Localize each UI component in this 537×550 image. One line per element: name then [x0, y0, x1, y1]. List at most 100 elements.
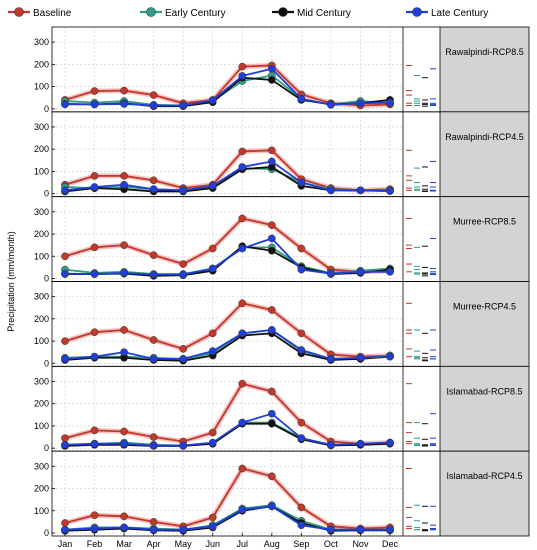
data-point [267, 64, 276, 73]
data-point [356, 267, 365, 276]
series-late-century [61, 326, 436, 363]
y-tick-label: 200 [34, 144, 49, 154]
data-point [90, 172, 99, 180]
data-point [238, 379, 247, 388]
x-tick-label: Apr [147, 539, 161, 549]
panel-5: 0 100 200 300 Islamabad-RCP8.5 [34, 365, 530, 453]
data-point [267, 387, 276, 396]
panel-label: Islamabad-RCP4.5 [446, 471, 522, 481]
grid [52, 111, 403, 197]
data-point [61, 337, 69, 345]
series-baseline [61, 214, 412, 276]
data-point [267, 221, 276, 229]
series-late-century [61, 234, 436, 279]
series-line [64, 505, 390, 532]
data-point [149, 441, 158, 450]
data-point [61, 100, 69, 109]
data-point [90, 352, 99, 361]
data-point [90, 270, 99, 278]
data-point [297, 329, 306, 338]
data-point [238, 147, 247, 156]
data-point [179, 186, 188, 195]
series-line [64, 329, 391, 360]
data-point [327, 269, 335, 278]
data-point [386, 267, 394, 276]
panel-1: 0 100 200 300 Rawalpindi-RCP8.5 [34, 26, 530, 114]
legend-label: Baseline [33, 8, 72, 19]
y-axis-label: Precipitation (mm/month) [6, 231, 16, 332]
series-line [64, 149, 391, 192]
data-point [90, 243, 99, 252]
data-point [208, 347, 217, 355]
grid [52, 281, 403, 367]
data-point [356, 186, 365, 195]
legend-item-baseline: Baseline [8, 7, 72, 19]
y-tick-label: 0 [44, 274, 49, 284]
data-point [90, 426, 99, 435]
data-point [61, 186, 69, 195]
data-point [208, 329, 217, 338]
series-line [64, 505, 390, 531]
data-point [149, 433, 158, 441]
y-tick-label: 200 [34, 399, 49, 409]
data-point [297, 265, 306, 274]
panel-frame [51, 450, 530, 537]
panel-label-background [440, 281, 529, 367]
data-point [179, 270, 188, 279]
series-baseline [61, 464, 412, 533]
data-point [149, 355, 158, 363]
data-point [61, 269, 69, 278]
data-point [327, 525, 335, 534]
data-point [120, 269, 128, 277]
legend-label: Late Century [431, 8, 488, 19]
data-point [327, 440, 335, 449]
y-tick-label: 0 [44, 358, 49, 368]
data-point [61, 440, 69, 449]
data-point [297, 244, 306, 253]
data-point [327, 355, 335, 363]
series-halo [64, 147, 391, 193]
data-point [90, 87, 99, 95]
data-point [149, 525, 158, 534]
data-point [208, 513, 217, 522]
series-baseline [61, 379, 412, 448]
data-point [61, 525, 69, 534]
x-tick-label: Aug [264, 539, 280, 549]
y-tick-label: 0 [44, 443, 49, 453]
y-tick-label: 300 [34, 207, 49, 217]
data-point [90, 183, 99, 191]
series-line [64, 382, 391, 445]
data-point [386, 525, 394, 534]
data-point [267, 146, 276, 155]
series-halo [64, 62, 391, 109]
series-line [65, 67, 391, 107]
y-tick-label: 200 [34, 229, 49, 239]
y-tick-label: 0 [44, 104, 49, 114]
panel-label-background [440, 27, 529, 112]
data-point [267, 306, 276, 314]
data-point [208, 244, 217, 253]
data-point [238, 418, 247, 427]
data-point [90, 511, 99, 520]
data-point [61, 252, 69, 261]
data-point [327, 186, 335, 195]
series-line [64, 160, 391, 192]
series-line [64, 237, 390, 276]
series-late-century [61, 64, 436, 110]
data-point [90, 328, 99, 337]
y-tick-label: 300 [34, 37, 49, 47]
y-tick-label: 100 [34, 166, 49, 176]
data-point [179, 441, 188, 450]
data-point [297, 178, 306, 187]
y-tick-label: 100 [34, 506, 49, 516]
y-tick-label: 300 [34, 461, 49, 471]
data-point [238, 505, 247, 514]
y-tick-label: 0 [44, 189, 49, 199]
data-point [297, 418, 306, 427]
legend-label: Early Century [165, 8, 226, 19]
data-point [267, 409, 276, 418]
data-point [149, 518, 158, 526]
data-point [149, 101, 158, 110]
data-point [238, 329, 247, 338]
panel-label-background [440, 196, 529, 282]
